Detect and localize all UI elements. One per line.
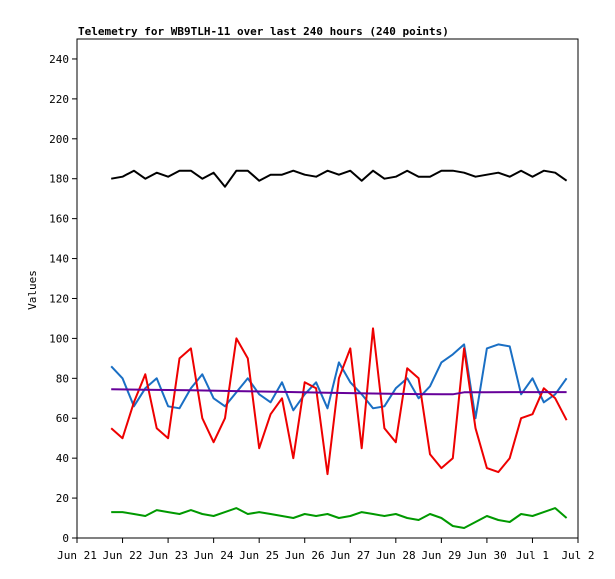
y-axis: 0 20 40 60 80 100 120 140 160 180 200 220 240: [49, 53, 77, 545]
y-tick-label: 80: [56, 372, 69, 385]
x-tick-label: Jul 2: [561, 549, 594, 562]
x-tick-label: Jun 29: [421, 549, 461, 562]
x-tick-label: Jun 27: [330, 549, 370, 562]
x-axis: Jun 21 Jun 22 Jun 23 Jun 24 Jun 25 Jun 26 Jun …: [57, 538, 595, 562]
y-tick-label: 60: [56, 412, 69, 425]
plot-frame: [76, 38, 579, 539]
series-line-black: [111, 169, 568, 188]
series-line-purple: [111, 388, 567, 396]
x-tick-label: Jun 22: [103, 549, 143, 562]
y-tick-label: 20: [56, 492, 69, 505]
series-line-blue: [110, 343, 568, 420]
x-tick-label: Jun 21: [57, 549, 97, 562]
series-line-green: [111, 507, 568, 529]
chart-title: Telemetry for WB9TLH-11 over last 240 ho…: [78, 25, 449, 38]
y-tick-label: 0: [62, 532, 69, 545]
x-tick-label: Jun 25: [239, 549, 279, 562]
y-tick-label: 120: [49, 292, 69, 305]
x-tick-label: Jun 28: [376, 549, 416, 562]
series-line-red: [110, 327, 568, 476]
x-tick-label: Jun 26: [285, 549, 325, 562]
y-tick-label: 180: [49, 173, 69, 186]
series-layer: [110, 169, 568, 529]
y-tick-label: 40: [56, 452, 69, 465]
y-tick-label: 140: [49, 253, 69, 266]
y-tick-label: 200: [49, 133, 69, 146]
x-tick-label: Jul 1: [516, 549, 549, 562]
y-axis-label: Values: [26, 270, 39, 310]
y-tick-label: 240: [49, 53, 69, 66]
y-tick-label: 160: [49, 213, 69, 226]
x-tick-label: Jun 23: [148, 549, 188, 562]
y-tick-label: 220: [49, 93, 69, 106]
y-tick-label: 100: [49, 332, 69, 345]
x-tick-label: Jun 30: [467, 549, 507, 562]
x-tick-label: Jun 24: [194, 549, 234, 562]
